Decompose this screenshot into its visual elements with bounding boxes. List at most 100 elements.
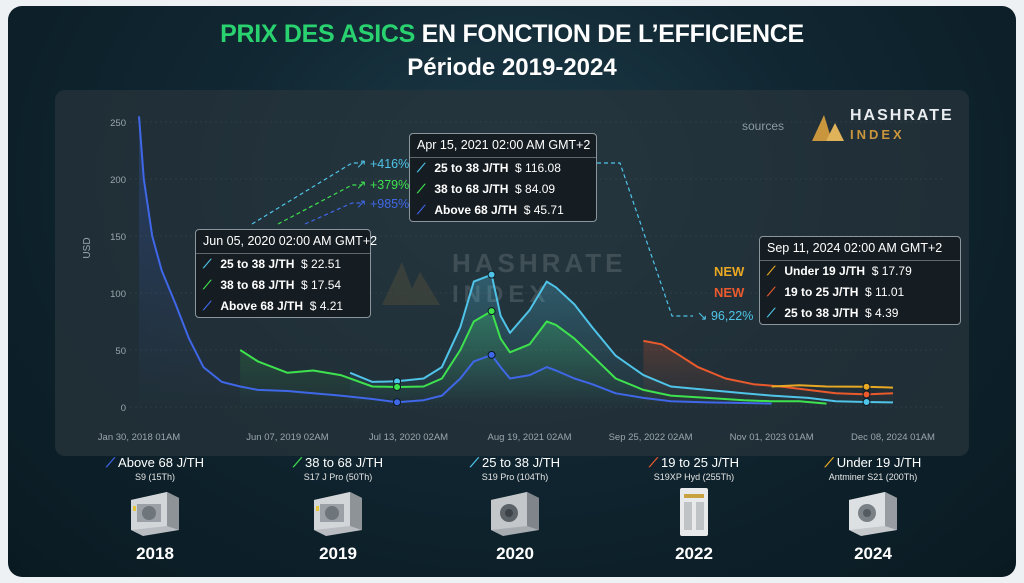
tooltip-row-value: $ 17.79 — [871, 264, 912, 278]
legend-range: Under 19 J/TH — [836, 455, 922, 470]
x-tick-label: Aug 19, 2021 02AM — [488, 432, 572, 443]
tooltip-row: ⟋ Under 19 J/TH $ 17.79 — [760, 261, 960, 282]
trend-line-icon: ⟋ — [469, 455, 480, 470]
tooltip-sep-2024: Sep 11, 2024 02:00 AM GMT+2 ⟋ Under 19 J… — [759, 236, 961, 325]
data-point-marker — [393, 398, 402, 407]
new-badge: NEW — [714, 264, 745, 279]
tooltip-row-value: $ 84.09 — [515, 182, 556, 196]
legend-year: 2020 — [496, 544, 534, 563]
tooltip-row-label: Above 68 J/TH — [220, 299, 304, 313]
tooltip-row-label: 38 to 68 J/TH — [220, 278, 295, 292]
trend-line-icon: ⟋ — [767, 285, 776, 299]
tooltip-row: ⟋ 38 to 68 J/TH $ 84.09 — [410, 179, 596, 200]
tooltip-jun-2020: Jun 05, 2020 02:00 AM GMT+2 ⟋ 25 to 38 J… — [195, 229, 377, 318]
legend-year: 2022 — [675, 544, 713, 563]
x-tick-label: Sep 25, 2022 02AM — [609, 432, 693, 443]
series-area-above68 — [139, 116, 772, 408]
legend-item-above68: ⟋ Above 68 J/TH S9 (15Th) 2018 — [60, 455, 250, 564]
x-tick-label: Dec 08, 2024 01AM — [851, 432, 935, 443]
tooltip-row-value: $ 45.71 — [523, 203, 564, 217]
asic-miner-icon — [131, 492, 179, 536]
legend-label: ⟋ 38 to 68 J/TH — [243, 455, 433, 471]
legend-item-under19: ⟋ Under 19 J/TH Antminer S21 (200Th) 2024 — [778, 455, 968, 564]
tooltip-header: Apr 15, 2021 02:00 AM GMT+2 — [410, 134, 596, 158]
tooltip-row-label: 19 to 25 J/TH — [784, 285, 859, 299]
asic-miner-icon — [849, 492, 897, 536]
sources-brand: sources HASHRATE INDEX — [742, 107, 962, 147]
tooltip-row: ⟋ 38 to 68 J/TH $ 17.54 — [196, 275, 370, 296]
trend-line-icon: ⟋ — [203, 257, 212, 271]
tooltip-row-label: 25 to 38 J/TH — [434, 161, 509, 175]
y-tick-label: 100 — [110, 289, 126, 300]
tooltip-row: ⟋ Above 68 J/TH $ 45.71 — [410, 200, 596, 221]
data-point-marker — [487, 270, 496, 279]
trend-line-icon: ⟋ — [648, 455, 659, 470]
tooltip-row: ⟋ Above 68 J/TH $ 4.21 — [196, 296, 370, 317]
y-tick-label: 250 — [110, 118, 126, 129]
x-tick-label: Nov 01, 2023 01AM — [730, 432, 814, 443]
legend-year: 2019 — [319, 544, 357, 563]
asic-miner-icon — [491, 492, 539, 536]
tooltip-row-label: 25 to 38 J/TH — [220, 257, 295, 271]
tooltip-row: ⟋ 25 to 38 J/TH $ 4.39 — [760, 303, 960, 324]
series-line-r19_25 — [643, 339, 894, 396]
tooltip-row: ⟋ 25 to 38 J/TH $ 22.51 — [196, 254, 370, 275]
legend-label: ⟋ 19 to 25 J/TH — [599, 455, 789, 471]
tooltip-row-value: $ 22.51 — [301, 257, 342, 271]
new-badge: NEW — [714, 285, 745, 300]
legend-range: 38 to 68 J/TH — [305, 455, 384, 470]
trend-line-icon: ⟋ — [105, 455, 116, 470]
annotation-connector — [251, 162, 362, 225]
legend-label: ⟋ 25 to 38 J/TH — [420, 455, 610, 471]
page-subtitle: Période 2019-2024 — [407, 54, 617, 81]
legend-range: 19 to 25 J/TH — [661, 455, 740, 470]
trend-line-icon: ⟋ — [767, 264, 776, 278]
tooltip-row-label: Above 68 J/TH — [434, 203, 518, 217]
tooltip-row-value: $ 17.54 — [301, 278, 342, 292]
legend-model: S19 Pro (104Th) — [481, 472, 549, 482]
trend-line-icon: ⟋ — [824, 455, 834, 470]
tooltip-row-label: 38 to 68 J/TH — [434, 182, 509, 196]
trend-line-icon: ⟋ — [203, 299, 212, 313]
series-line-r25_38 — [349, 273, 894, 404]
page-title: PRIX DES ASICS EN FONCTION DE L’EFFICIEN… — [8, 20, 1016, 49]
sources-label: sources — [742, 119, 785, 133]
legend-label: ⟋ Under 19 J/TH — [778, 455, 968, 471]
tooltip-header: Jun 05, 2020 02:00 AM GMT+2 — [196, 230, 377, 254]
data-point-marker — [862, 390, 871, 399]
miner-image — [487, 486, 543, 538]
miner-image — [845, 486, 901, 538]
tooltip-row-value: $ 4.39 — [865, 306, 899, 320]
series-area-r25_38 — [350, 274, 894, 407]
trend-line-icon: ⟋ — [417, 161, 426, 175]
data-point-marker — [393, 383, 402, 392]
tooltip-row-label: Under 19 J/TH — [784, 264, 866, 278]
tooltip-apr-2021: Apr 15, 2021 02:00 AM GMT+2 ⟋ 25 to 38 J… — [409, 133, 597, 222]
y-tick-label: 50 — [115, 346, 126, 357]
y-axis-label: USD — [82, 237, 93, 258]
asic-miner-icon — [680, 488, 708, 536]
data-point-marker — [487, 350, 496, 359]
legend-model: S19XP Hyd (255Th) — [653, 472, 735, 482]
tooltip-header: Sep 11, 2024 02:00 AM GMT+2 — [760, 237, 960, 261]
trend-line-icon: ⟋ — [417, 203, 426, 217]
x-tick-label: Jan 30, 2018 01AM — [98, 432, 180, 443]
x-tick-label: Jul 13, 2020 02AM — [369, 432, 448, 443]
y-tick-label: 200 — [110, 175, 126, 186]
data-point-marker — [862, 397, 871, 406]
legend-year: 2024 — [854, 544, 892, 563]
series-line-above68 — [138, 116, 772, 405]
legend-range: 25 to 38 J/TH — [482, 455, 561, 470]
tooltip-row-label: 25 to 38 J/TH — [784, 306, 859, 320]
hashrate-index-logo-icon — [812, 115, 844, 141]
tooltip-row-value: $ 4.21 — [309, 299, 344, 313]
tooltip-row: ⟋ 19 to 25 J/TH $ 11.01 — [760, 282, 960, 303]
annotation-change-label: ↗ +379% — [356, 178, 409, 192]
legend-item-19-25: ⟋ 19 to 25 J/TH S19XP Hyd (255Th) 2022 — [599, 455, 789, 564]
miner-image — [666, 486, 722, 538]
tooltip-row-value: $ 116.08 — [515, 161, 561, 175]
legend-range: Above 68 J/TH — [118, 455, 205, 470]
miner-image — [127, 486, 183, 538]
asic-miner-icon — [314, 492, 362, 536]
